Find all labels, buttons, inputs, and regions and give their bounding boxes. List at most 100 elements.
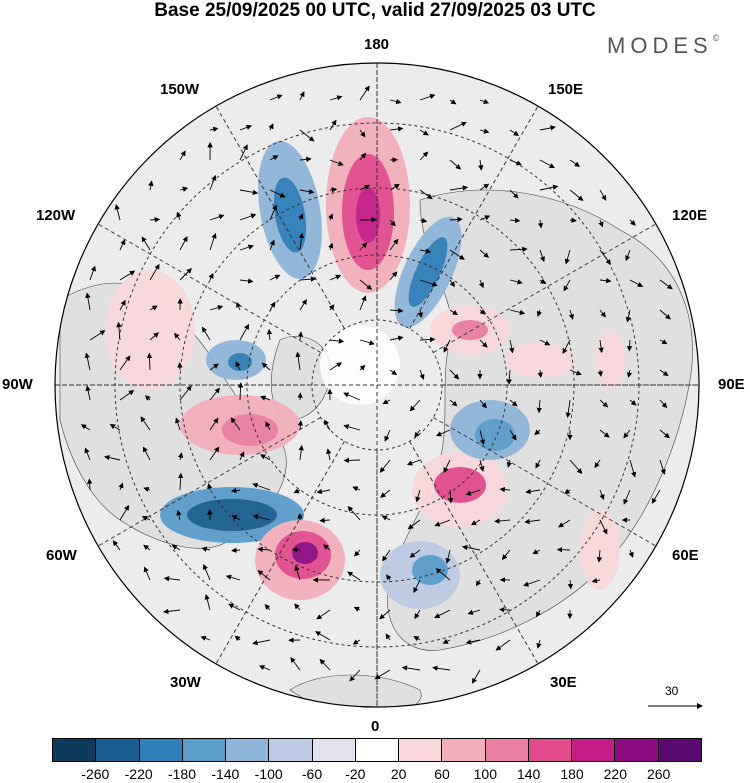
wind-vector: [299, 276, 317, 282]
legend-tick: -100: [254, 766, 283, 782]
wind-vector: [389, 238, 399, 251]
wind-vector: [406, 459, 421, 466]
wind-vector: [260, 395, 271, 401]
wind-vector: [228, 603, 241, 611]
wind-vector: [389, 219, 396, 227]
wind-vector: [445, 549, 451, 564]
wind-vector: [297, 331, 304, 341]
wind-vector: [539, 125, 556, 131]
wind-vector: [298, 444, 304, 461]
wind-vector: [509, 189, 519, 199]
color-legend: [52, 738, 702, 762]
wind-vector: [234, 635, 241, 642]
wind-vector: [449, 249, 465, 260]
wind-vector: [434, 609, 451, 618]
wind-vector: [118, 482, 124, 491]
wind-vector: [382, 399, 391, 405]
wind-vector: [539, 278, 546, 284]
wind-vector: [163, 608, 181, 615]
wind-vector: [413, 635, 421, 642]
wind-vector: [231, 514, 241, 521]
wind-vector: [558, 519, 571, 528]
wind-vector: [509, 159, 522, 166]
wind-vector: [447, 489, 454, 504]
wind-vector: [629, 459, 637, 478]
wind-vector: [449, 369, 460, 380]
wind-vector: [239, 124, 252, 131]
wind-vector: [536, 399, 543, 414]
wind-vector: [629, 279, 644, 287]
wind-vector: [200, 635, 211, 641]
wind-vector: [591, 577, 601, 584]
wind-vector: [209, 174, 217, 191]
legend-tick: 180: [560, 766, 584, 782]
wind-vector: [148, 180, 154, 191]
wind-vector: [479, 339, 488, 348]
wind-vector: [269, 301, 276, 311]
wind-vector: [299, 156, 312, 163]
legend-bar: [52, 738, 702, 762]
wind-vector: [329, 187, 338, 193]
lon-label-0: 0: [371, 718, 380, 735]
wind-vector: [389, 126, 404, 132]
wind-vector: [354, 549, 361, 557]
wind-vector: [179, 186, 189, 192]
wind-vector: [599, 309, 606, 318]
wind-vector: [594, 459, 601, 469]
wind-vector: [564, 249, 571, 265]
wind-vector: [239, 278, 254, 284]
wind-vector: [626, 339, 633, 352]
wind-vector: [379, 459, 391, 473]
wind-vector: [171, 544, 181, 551]
meridian-line: [409, 105, 539, 329]
wind-vector: [623, 429, 631, 439]
lon-label-60w: 60W: [46, 547, 77, 564]
wind-vector: [389, 369, 398, 376]
legend-tick: -180: [167, 766, 197, 782]
anomaly-high-westcanada: [105, 270, 195, 390]
legend-swatch-4: [226, 739, 270, 761]
wind-vector: [266, 328, 273, 341]
wind-vector: [252, 514, 271, 521]
wind-vector: [401, 665, 421, 671]
wind-vector: [89, 265, 96, 281]
wind-vector: [209, 446, 220, 461]
wind-vector: [659, 369, 669, 377]
wind-vector: [569, 217, 577, 223]
wind-vector: [628, 549, 634, 558]
wind-vector: [359, 184, 370, 191]
wind-vector: [291, 547, 301, 553]
wind-vector: [629, 399, 637, 406]
wind-vector: [265, 421, 271, 431]
legend-swatch-1: [96, 739, 140, 761]
wind-vector: [239, 189, 259, 195]
wind-vector: [225, 574, 241, 581]
wind-vector: [599, 429, 610, 438]
legend-swatch-2: [139, 739, 183, 761]
wind-vector: [539, 159, 555, 169]
wind-vector: [343, 457, 361, 464]
wind-vector: [269, 274, 281, 281]
wind-vector: [141, 236, 151, 251]
wind-vector: [449, 99, 457, 105]
wind-vector: [236, 301, 242, 311]
wind-vector: [209, 305, 224, 311]
wind-vector: [84, 352, 91, 371]
wind-vector: [499, 486, 511, 493]
wind-vector: [419, 189, 433, 200]
meridian-line: [215, 441, 345, 665]
wind-vector: [479, 429, 486, 446]
wind-vector: [324, 419, 331, 431]
wind-vector: [536, 309, 542, 317]
wind-vector: [316, 488, 331, 495]
wind-vector: [471, 669, 481, 684]
wind-vector: [119, 239, 126, 251]
wind-vector: [252, 639, 271, 646]
wind-vector: [599, 519, 608, 535]
wind-vector: [239, 244, 254, 251]
wind-vector: [163, 576, 181, 582]
wind-vector: [177, 452, 184, 461]
wind-vector: [381, 515, 391, 521]
wind-vector: [112, 540, 121, 551]
wind-vector: [329, 338, 345, 344]
